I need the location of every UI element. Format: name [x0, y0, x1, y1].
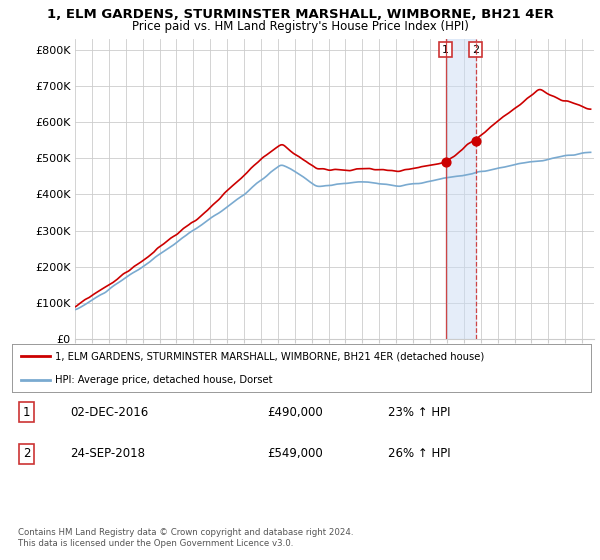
Text: Price paid vs. HM Land Registry's House Price Index (HPI): Price paid vs. HM Land Registry's House … [131, 20, 469, 32]
Text: 23% ↑ HPI: 23% ↑ HPI [388, 405, 451, 418]
Point [471, 136, 481, 145]
Text: £490,000: £490,000 [267, 405, 323, 418]
Text: 26% ↑ HPI: 26% ↑ HPI [388, 447, 451, 460]
Text: HPI: Average price, detached house, Dorset: HPI: Average price, detached house, Dors… [55, 375, 273, 385]
Text: 2: 2 [23, 447, 30, 460]
Bar [446, 39, 476, 339]
Text: Contains HM Land Registry data © Crown copyright and database right 2024.
This d: Contains HM Land Registry data © Crown c… [18, 528, 353, 548]
Text: 02-DEC-2016: 02-DEC-2016 [70, 405, 148, 418]
Text: 1: 1 [23, 405, 30, 418]
Point [441, 157, 451, 166]
Text: 1, ELM GARDENS, STURMINSTER MARSHALL, WIMBORNE, BH21 4ER (detached house): 1, ELM GARDENS, STURMINSTER MARSHALL, WI… [55, 351, 485, 361]
Text: 1: 1 [442, 45, 449, 55]
Text: 24-SEP-2018: 24-SEP-2018 [70, 447, 145, 460]
Text: 1, ELM GARDENS, STURMINSTER MARSHALL, WIMBORNE, BH21 4ER: 1, ELM GARDENS, STURMINSTER MARSHALL, WI… [47, 8, 553, 21]
Text: £549,000: £549,000 [267, 447, 323, 460]
Text: 2: 2 [472, 45, 479, 55]
